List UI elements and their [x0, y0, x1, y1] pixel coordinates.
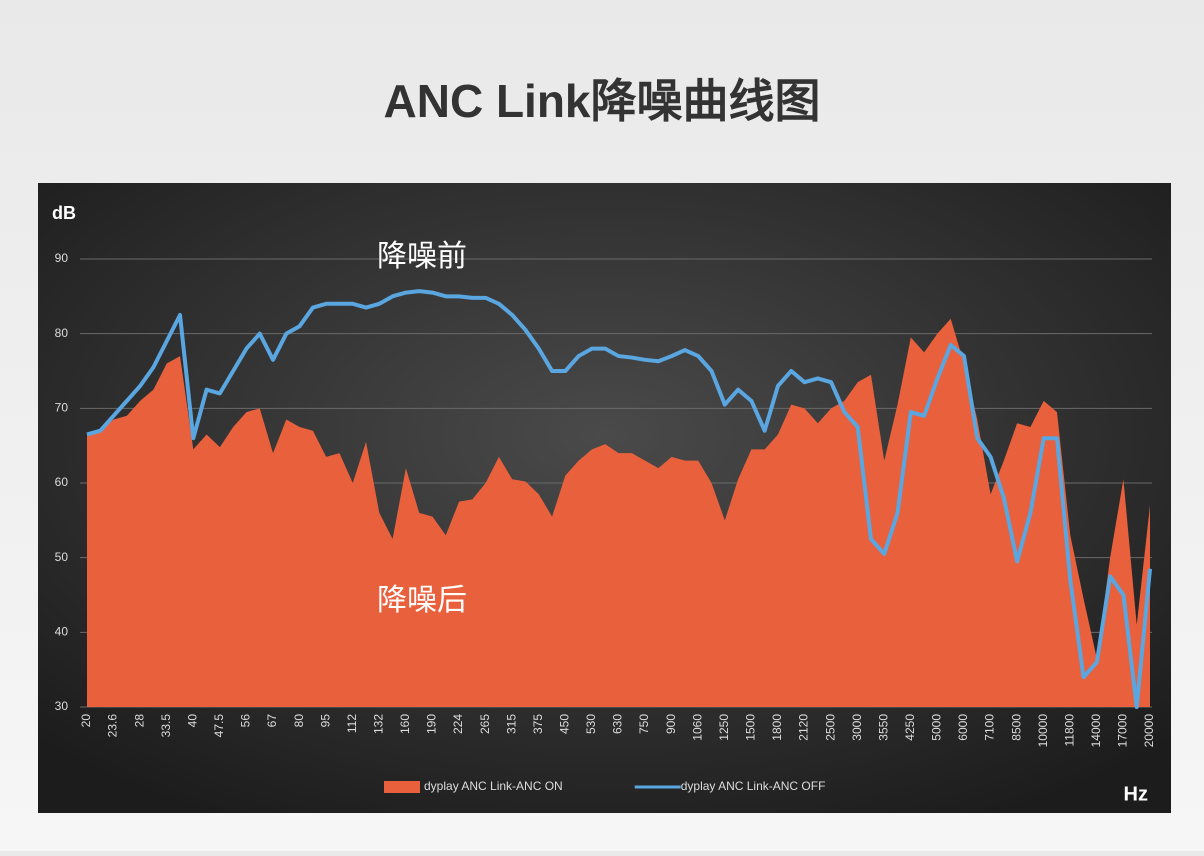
x-tick-label: 1500: [744, 714, 758, 741]
x-tick-label: 265: [478, 714, 492, 734]
chart-title: ANC Link降噪曲线图: [384, 75, 821, 127]
x-tick-label: 900: [664, 714, 678, 734]
x-tick-label: 47.5: [212, 714, 226, 738]
x-tick-label: 3550: [876, 714, 890, 741]
x-tick-label: 7100: [983, 714, 997, 741]
x-tick-label: 112: [345, 714, 359, 733]
legend-label: dyplay ANC Link-ANC ON: [424, 779, 563, 793]
x-tick-label: 8500: [1009, 714, 1023, 741]
x-tick-label: 11800: [1062, 714, 1076, 747]
x-tick-label: 224: [451, 714, 465, 734]
x-tick-label: 315: [504, 714, 518, 734]
annotation: 降噪前: [377, 240, 467, 273]
x-tick-label: 20: [79, 714, 93, 728]
x-tick-label: 5000: [930, 714, 944, 741]
x-tick-label: 132: [371, 714, 385, 734]
x-tick-label: 530: [584, 714, 598, 734]
x-tick-label: 95: [318, 714, 332, 728]
x-tick-label: 1800: [770, 714, 784, 741]
x-tick-label: 190: [425, 714, 439, 734]
x-tick-label: 23.6: [106, 714, 120, 738]
x-tick-label: 630: [611, 714, 625, 734]
y-tick-label: 40: [55, 625, 69, 639]
area: [87, 318, 1150, 707]
annotation: 降噪后: [377, 584, 467, 617]
legend-label: dyplay ANC Link-ANC OFF: [681, 779, 826, 793]
x-tick-label: 33.5: [159, 714, 173, 738]
y-tick-label: 60: [55, 475, 69, 489]
x-tick-label: 56: [239, 714, 253, 728]
x-tick-label: 14000: [1089, 714, 1103, 748]
x-tick-label: 2120: [797, 714, 811, 741]
x-tick-label: 450: [558, 714, 572, 734]
y-axis-label: dB: [52, 203, 76, 223]
x-tick-label: 1060: [690, 714, 704, 741]
x-tick-label: 40: [185, 714, 199, 728]
x-tick-label: 17000: [1116, 714, 1130, 748]
legend-swatch: [384, 781, 420, 793]
x-tick-label: 10000: [1036, 714, 1050, 748]
x-tick-label: 160: [398, 714, 412, 734]
x-tick-label: 750: [637, 714, 651, 734]
x-tick-label: 2500: [823, 714, 837, 741]
x-tick-label: 20000: [1142, 714, 1156, 748]
line: [86, 289, 1152, 709]
x-tick-label: 6000: [956, 714, 970, 741]
x-tick-label: 28: [132, 714, 146, 728]
x-tick-label: 375: [531, 714, 545, 734]
x-tick-label: 3000: [850, 714, 864, 741]
x-tick-label: 1250: [717, 714, 731, 741]
x-tick-label: 67: [265, 714, 279, 728]
y-tick-label: 70: [55, 401, 69, 415]
y-tick-label: 50: [55, 550, 69, 564]
y-tick-label: 80: [55, 326, 69, 340]
x-tick-label: 4250: [903, 714, 917, 741]
x-tick-label: 80: [292, 714, 306, 728]
x-axis-label: Hz: [1124, 783, 1148, 805]
y-tick-label: 30: [55, 699, 69, 713]
y-tick-label: 90: [55, 251, 69, 265]
